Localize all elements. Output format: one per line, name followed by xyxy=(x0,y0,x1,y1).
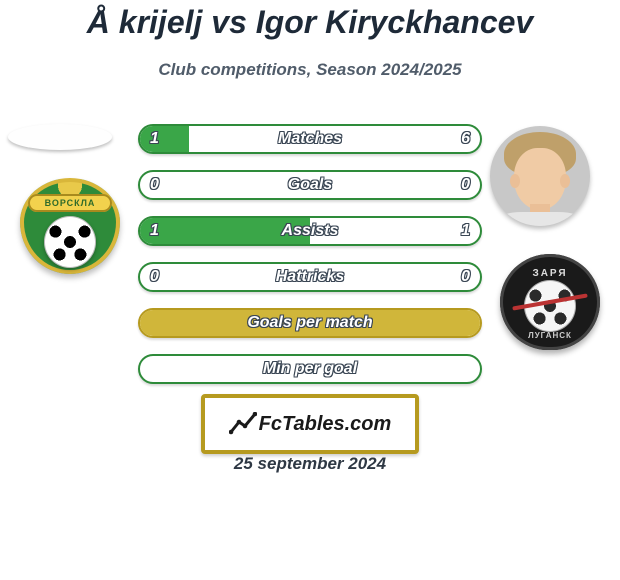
stat-rows: 16Matches 00Goals 11Assists 00Hattricks Goal… xyxy=(138,124,482,400)
player-left-photo xyxy=(8,124,112,150)
club-right-crest: ЗАРЯ ЛУГАНСК xyxy=(500,254,600,350)
brand-text: FcTables.com xyxy=(259,413,392,436)
photo-jersey xyxy=(496,212,584,226)
date-label: 25 september 2024 xyxy=(0,454,620,474)
crest-top-text: ЗАРЯ xyxy=(500,268,600,279)
stat-label: Goals per match xyxy=(140,310,480,336)
stat-row: Min per goal xyxy=(138,354,482,384)
stat-row: 16Matches xyxy=(138,124,482,154)
brand-chart-icon xyxy=(229,412,257,436)
stat-row: Goals per match xyxy=(138,308,482,338)
photo-ear xyxy=(560,174,570,188)
crest-banner-text: ВОРСКЛА xyxy=(28,194,112,212)
stat-row: 00Hattricks xyxy=(138,262,482,292)
page-title: Å krijelj vs Igor Kiryckhancev xyxy=(0,4,620,41)
photo-face xyxy=(514,148,566,210)
stat-label: Hattricks xyxy=(140,264,480,290)
club-left-crest: ВОРСКЛА xyxy=(20,178,120,274)
player-right-photo xyxy=(490,126,590,226)
page-subtitle: Club competitions, Season 2024/2025 xyxy=(0,60,620,80)
stat-label: Min per goal xyxy=(140,356,480,382)
crest-bottom-text: ЛУГАНСК xyxy=(500,331,600,340)
stat-label: Matches xyxy=(140,126,480,152)
stat-row: 00Goals xyxy=(138,170,482,200)
stat-row: 11Assists xyxy=(138,216,482,246)
brand-box[interactable]: FcTables.com xyxy=(201,394,419,454)
photo-ear xyxy=(510,174,520,188)
crest-ball-icon xyxy=(44,216,96,268)
stat-label: Assists xyxy=(140,218,480,244)
stat-label: Goals xyxy=(140,172,480,198)
